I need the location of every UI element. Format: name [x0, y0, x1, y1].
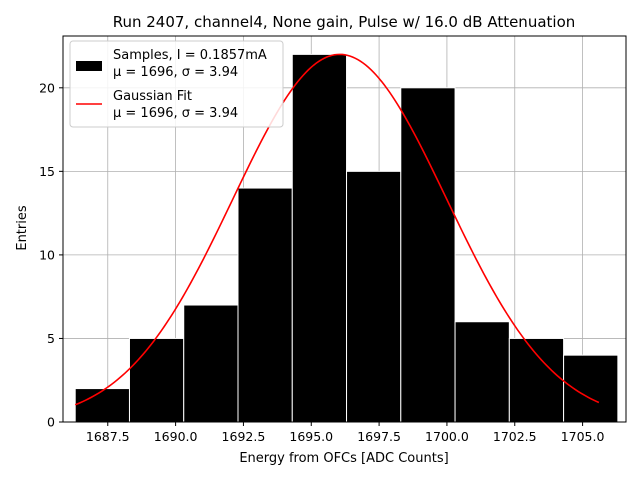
- histogram-bar: [128, 337, 185, 423]
- legend-stats-fit: μ = 1696, σ = 3.94: [113, 106, 238, 121]
- histogram-bar: [183, 304, 239, 423]
- histogram-bar: [237, 187, 293, 423]
- legend: Samples, I = 0.1857mA μ = 1696, σ = 3.94…: [69, 40, 284, 128]
- histogram-bars: [74, 53, 619, 423]
- x-tick-label: 1702.5: [493, 429, 537, 444]
- histogram-bar: [291, 53, 348, 423]
- histogram-bar: [346, 170, 402, 423]
- y-tick-label: 5: [47, 331, 55, 346]
- histogram-bar: [74, 388, 130, 423]
- legend-stats-samples: μ = 1696, σ = 3.94: [113, 65, 238, 80]
- gaussian-fit-curve: [74, 53, 600, 406]
- x-tick-label: 1700.0: [425, 429, 469, 444]
- y-tick-label: 0: [47, 415, 55, 430]
- legend-label-samples: Samples, I = 0.1857mA: [113, 48, 267, 63]
- histogram-bar: [563, 354, 619, 423]
- x-tick-label: 1692.5: [222, 429, 266, 444]
- y-tick-label: 20: [39, 80, 55, 95]
- y-axis-ticks: 0 5 10 15 20: [39, 80, 63, 430]
- axes-frame: [62, 35, 627, 423]
- chart-title: Run 2407, channel4, None gain, Pulse w/ …: [113, 13, 576, 31]
- x-tick-label: 1697.5: [357, 429, 401, 444]
- y-tick-label: 15: [39, 164, 55, 179]
- y-tick-label: 10: [39, 247, 55, 262]
- x-tick-label: 1705.0: [561, 429, 605, 444]
- histogram-bar: [454, 321, 510, 423]
- histogram-bar: [508, 337, 565, 423]
- x-tick-label: 1687.5: [86, 429, 130, 444]
- x-tick-label: 1695.0: [289, 429, 333, 444]
- legend-swatch-samples: [76, 61, 102, 71]
- x-tick-label: 1690.0: [154, 429, 198, 444]
- plot-area: 1687.5 1690.0 1692.5 1695.0 1697.5 1700.0 1702…: [39, 35, 627, 444]
- histogram-bar: [400, 87, 456, 423]
- legend-box: [69, 40, 284, 128]
- x-axis-label: Energy from OFCs [ADC Counts]: [239, 451, 448, 466]
- legend-label-fit: Gaussian Fit: [113, 89, 192, 104]
- y-axis-label: Entries: [15, 205, 30, 251]
- x-axis-ticks: 1687.5 1690.0 1692.5 1695.0 1697.5 1700.0 1702…: [86, 422, 605, 444]
